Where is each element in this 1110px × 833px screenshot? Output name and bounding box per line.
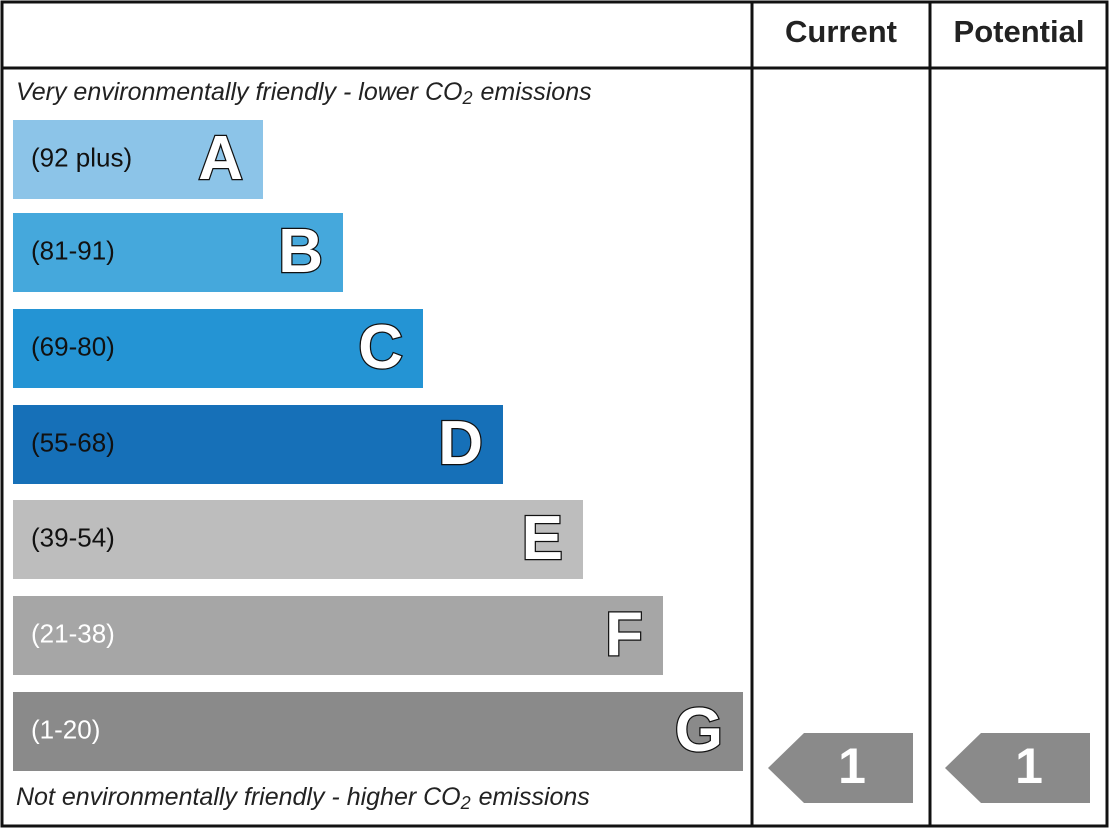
band-letter: B	[278, 217, 323, 286]
band-letter: A	[198, 124, 243, 193]
band-range: (1-20)	[31, 714, 100, 744]
band-range: (21-38)	[31, 618, 115, 648]
rating-value: 1	[838, 738, 866, 794]
band-letter: E	[522, 504, 563, 573]
band-range: (69-80)	[31, 331, 115, 361]
band-letter: C	[358, 313, 403, 382]
band-range: (55-68)	[31, 427, 115, 457]
band-letter: D	[438, 409, 483, 478]
column-header: Current	[785, 14, 897, 49]
column-header: Potential	[954, 14, 1085, 49]
top-note: Very environmentally friendly - lower CO…	[16, 78, 592, 108]
band-range: (92 plus)	[31, 142, 132, 172]
band-bar	[13, 405, 503, 484]
band-letter: G	[675, 696, 723, 765]
band-letter: F	[605, 600, 643, 669]
rating-arrow	[945, 733, 1090, 803]
band-range: (39-54)	[31, 522, 115, 552]
band-bar	[13, 213, 343, 292]
rating-arrow	[768, 733, 913, 803]
bottom-note: Not environmentally friendly - higher CO…	[16, 783, 590, 813]
band-bar	[13, 120, 263, 199]
band-range: (81-91)	[31, 235, 115, 265]
band-bar	[13, 596, 663, 675]
band-bar	[13, 309, 423, 388]
band-bar	[13, 500, 583, 579]
rating-value: 1	[1015, 738, 1043, 794]
band-bar	[13, 692, 743, 771]
